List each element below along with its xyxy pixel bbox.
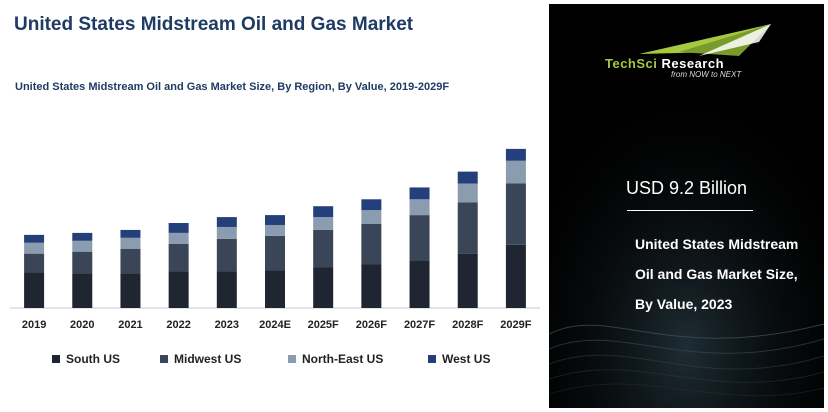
bar-segment-north-east-us-2029f	[505, 160, 526, 184]
stacked-bar-chart: 2019 2020 2021 2022 2023 2024E 2025F 2026F 2027F…	[10, 148, 540, 331]
x-tick-label: 2023	[215, 319, 239, 331]
logo-tagline: from NOW to NEXT	[671, 70, 742, 79]
x-tick-label: 2022	[166, 319, 190, 331]
bar-segment-west-us-2027f	[409, 187, 430, 200]
bar-segment-midwest-us-2022	[168, 243, 189, 272]
legend-label: South US	[66, 352, 120, 366]
bar-segment-south-us-2027f	[409, 260, 430, 308]
x-tick-label: 2019	[22, 319, 46, 331]
techsci-logo: TechSci Research from NOW to NEXT	[599, 24, 779, 86]
bar-segment-midwest-us-2023	[216, 238, 237, 272]
logo-brand-prefix: TechSci	[605, 56, 658, 71]
bar-segment-south-us-2022	[168, 271, 189, 308]
bar-segment-west-us-2019	[24, 234, 45, 243]
bar-segment-north-east-us-2025f	[313, 217, 334, 230]
chart-legend: South US Midwest US North-East US West US	[0, 352, 548, 368]
page-title: United States Midstream Oil and Gas Mark…	[14, 14, 414, 35]
logo-wordmark: TechSci Research	[605, 56, 724, 71]
bar-segment-north-east-us-2021	[120, 237, 141, 249]
legend-label: North-East US	[302, 352, 384, 366]
bar-segment-midwest-us-2027f	[409, 215, 430, 261]
market-description: United States Midstream Oil and Gas Mark…	[635, 236, 799, 312]
legend-item: Midwest US	[160, 352, 241, 366]
x-tick-label: 2025F	[308, 319, 339, 331]
background-waves	[549, 4, 824, 408]
bar-segment-north-east-us-2026f	[361, 210, 382, 224]
bar-segment-midwest-us-2025f	[313, 229, 334, 268]
bar-segment-midwest-us-2026f	[361, 224, 382, 265]
legend-swatch	[160, 355, 168, 363]
legend-label: West US	[442, 352, 491, 366]
legend-swatch	[52, 355, 60, 363]
bar-segment-west-us-2029f	[505, 148, 526, 161]
bar-segment-north-east-us-2023	[216, 226, 237, 239]
bar-segment-west-us-2021	[120, 229, 141, 238]
bar-segment-south-us-2023	[216, 271, 237, 308]
bar-segment-midwest-us-2019	[24, 253, 45, 273]
bar-segment-north-east-us-2022	[168, 232, 189, 244]
value-divider	[627, 210, 753, 211]
bar-segment-south-us-2025f	[313, 267, 334, 308]
bar-segment-north-east-us-2027f	[409, 199, 430, 216]
bar-segment-north-east-us-2024e	[265, 224, 285, 236]
info-panel: TechSci Research from NOW to NEXT USD 9.…	[549, 4, 824, 408]
bar-segment-west-us-2025f	[313, 206, 334, 218]
bar-segment-midwest-us-2024e	[265, 235, 285, 271]
x-tick-label: 2027F	[404, 319, 435, 331]
bar-segment-south-us-2029f	[505, 244, 526, 308]
bar-segment-north-east-us-2028f	[457, 183, 478, 203]
legend-item: West US	[428, 352, 490, 366]
legend-swatch	[428, 355, 436, 363]
bar-segment-west-us-2024e	[265, 215, 285, 225]
bar-segment-south-us-2019	[24, 272, 45, 308]
market-value: USD 9.2 Billion	[625, 178, 748, 198]
x-tick-label: 2029F	[500, 319, 531, 331]
bar-segment-south-us-2028f	[457, 253, 478, 308]
logo-swoosh-icon	[639, 24, 771, 56]
legend-item: North-East US	[288, 352, 383, 366]
x-tick-label: 2024E	[259, 319, 291, 331]
bar-segment-north-east-us-2020	[72, 240, 93, 252]
bar-segment-midwest-us-2021	[120, 248, 141, 274]
bar-segment-west-us-2026f	[361, 199, 382, 211]
legend-swatch	[288, 355, 296, 363]
bar-segment-midwest-us-2029f	[505, 183, 526, 245]
bar-segment-west-us-2028f	[457, 171, 478, 184]
bar-segment-midwest-us-2020	[72, 251, 93, 274]
bar-segment-north-east-us-2019	[24, 242, 45, 254]
chart-panel: United States Midstream Oil and Gas Mark…	[0, 14, 548, 368]
legend-label: Midwest US	[174, 352, 242, 366]
logo-brand-suffix: Research	[657, 56, 725, 71]
bar-segment-west-us-2023	[216, 217, 237, 227]
bar-segment-midwest-us-2028f	[457, 202, 478, 254]
bar-segment-south-us-2021	[120, 273, 141, 308]
x-tick-label: 2021	[118, 319, 142, 331]
x-tick-label: 2026F	[356, 319, 387, 331]
bar-segment-south-us-2024e	[265, 270, 285, 308]
bar-segment-south-us-2020	[72, 273, 93, 308]
bar-segment-south-us-2026f	[361, 264, 382, 308]
x-tick-label: 2028F	[452, 319, 483, 331]
bar-segment-west-us-2022	[168, 223, 189, 233]
x-tick-label: 2020	[70, 319, 94, 331]
chart-subtitle: United States Midstream Oil and Gas Mark…	[15, 81, 450, 93]
bar-segment-west-us-2020	[72, 232, 93, 241]
legend-item: South US	[52, 352, 120, 366]
